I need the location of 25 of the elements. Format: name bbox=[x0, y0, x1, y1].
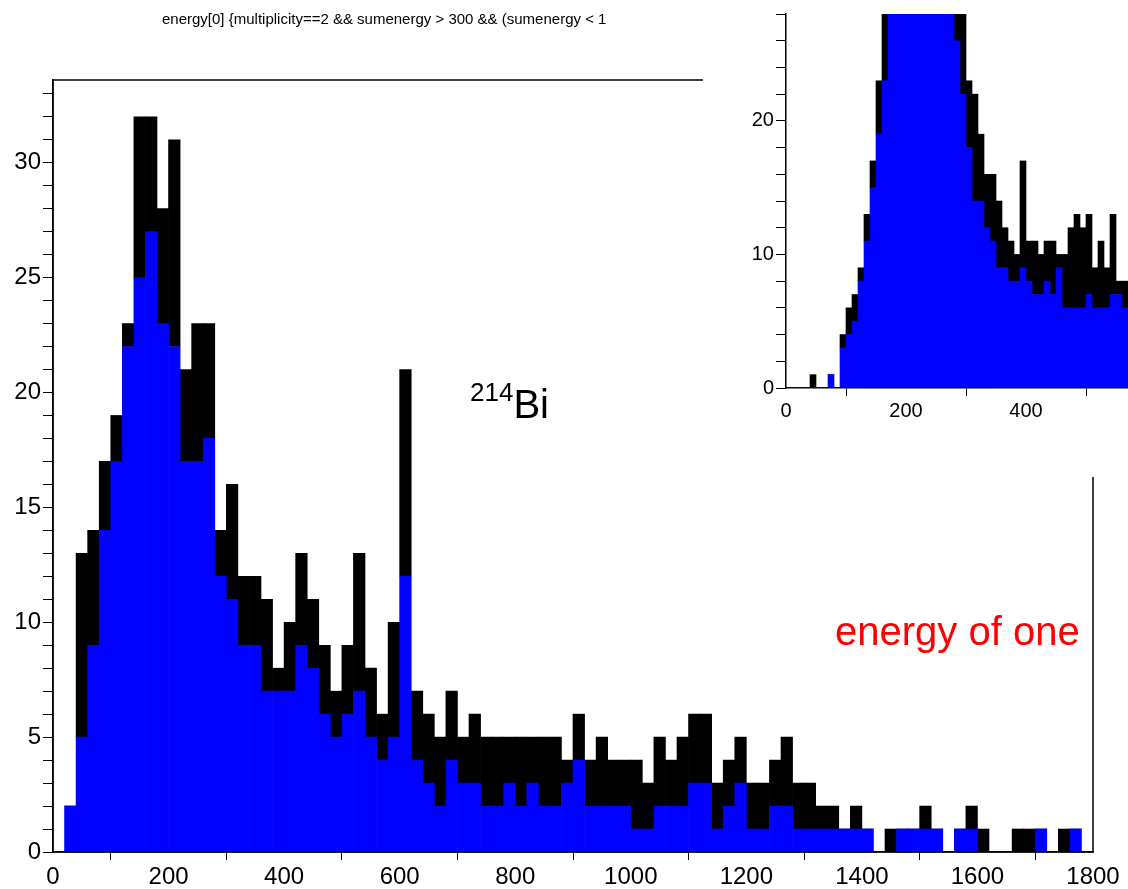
x-tick-label: 200 bbox=[148, 862, 189, 889]
x-tick-label: 0 bbox=[780, 398, 792, 421]
y-tick-label: 30 bbox=[14, 147, 41, 175]
y-tick-label: 0 bbox=[27, 836, 41, 864]
y-tick-label: 0 bbox=[762, 375, 774, 398]
y-tick-label: 5 bbox=[27, 721, 41, 749]
x-tick-label: 600 bbox=[379, 862, 420, 889]
x-tick-label: 800 bbox=[495, 862, 536, 889]
y-tick-label: 10 bbox=[14, 606, 41, 634]
y-tick-label: 20 bbox=[751, 108, 774, 131]
x-tick-label: 1400 bbox=[835, 862, 889, 889]
x-tick-label: 0 bbox=[46, 862, 60, 889]
x-tick-label: 1200 bbox=[719, 862, 774, 889]
y-tick-label: 25 bbox=[14, 262, 41, 290]
x-tick-label: 1000 bbox=[604, 862, 658, 889]
y-tick-label: 15 bbox=[14, 491, 41, 519]
x-tick-label: 1600 bbox=[950, 862, 1005, 889]
chart-title: energy[0] {multiplicity==2 && sumenergy > 300 && (sumenergy < 1 bbox=[162, 10, 607, 28]
x-tick-label: 200 bbox=[889, 398, 923, 421]
x-tick-label: 400 bbox=[1009, 398, 1043, 421]
x-tick-label: 1800 bbox=[1066, 862, 1120, 889]
annotation: energy of one bbox=[835, 609, 1080, 653]
x-tick-label: 400 bbox=[264, 862, 305, 889]
y-tick-label: 20 bbox=[14, 377, 41, 405]
y-tick-label: 10 bbox=[751, 241, 774, 264]
